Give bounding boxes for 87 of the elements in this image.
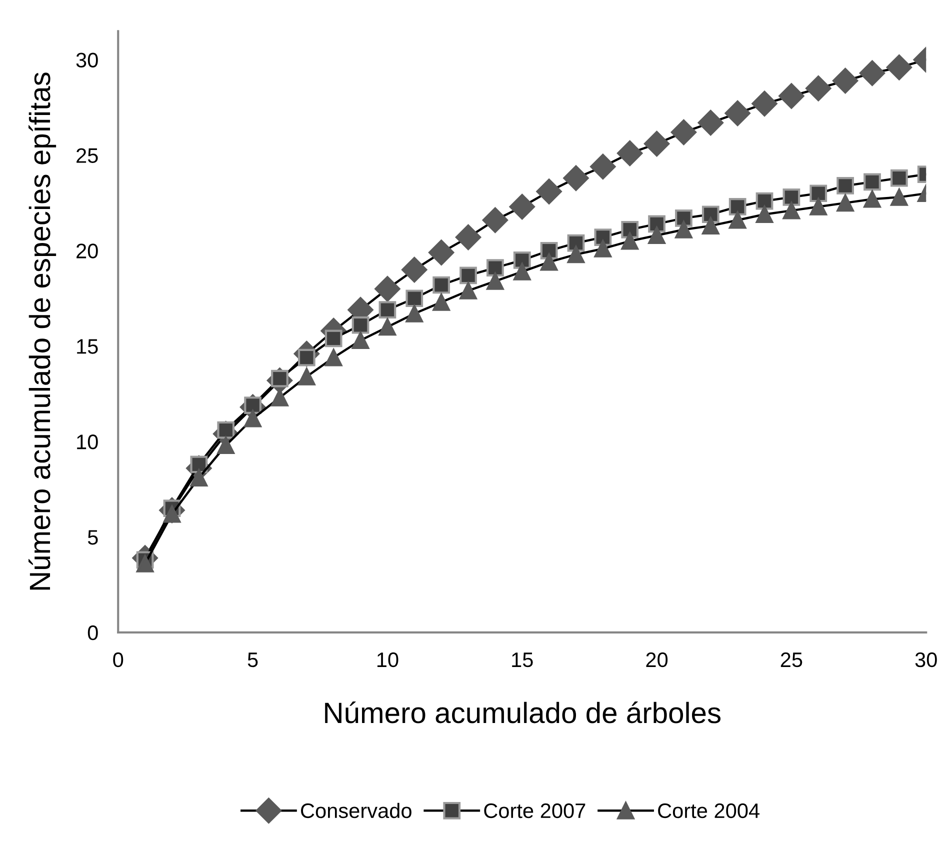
point [836,177,854,194]
point [298,368,316,386]
y-tick-label: 25 [76,148,98,163]
point [698,110,724,136]
y-axis-title: Número acumulado de especies epífitas [28,72,56,590]
point [890,188,908,206]
point [756,192,774,210]
y-tick-label: 20 [76,244,98,258]
point [432,276,450,294]
point [513,252,531,269]
y-tick-label: 0 [88,625,98,640]
point [724,100,750,126]
legend-label: Conservado [301,802,412,818]
x-tick-label: 20 [646,652,668,668]
x-axis-title: Número acumulado de árboles [325,702,720,724]
point [702,206,720,224]
point [806,76,832,102]
point [486,272,504,290]
point [644,130,670,157]
point [594,240,612,258]
point [217,436,235,454]
x-tick-label: 30 [915,652,937,668]
y-tick-label: 5 [88,530,98,545]
point [675,210,692,227]
point [324,330,342,348]
point [432,294,450,311]
point [509,194,535,220]
point [513,262,531,280]
x-tick-label: 15 [512,652,533,668]
point [482,207,508,233]
point [836,194,854,212]
legend-label: Corte 2007 [484,803,586,818]
point [374,276,400,302]
point [590,154,616,180]
point [648,215,666,233]
point [864,190,881,208]
y-tick-label: 15 [77,339,98,354]
legend-label: Corte 2004 [658,803,760,818]
point [244,410,262,428]
point [378,301,396,319]
point [617,140,643,166]
point [540,242,558,260]
point [428,240,454,266]
point [670,119,697,146]
point [460,282,477,300]
point [567,246,585,264]
point [563,165,589,191]
point [832,68,858,94]
point [406,304,424,322]
point [536,178,562,204]
point [756,206,774,224]
point [886,54,912,80]
point [864,173,881,191]
x-tick-label: 25 [780,652,802,668]
point [540,253,558,271]
point [621,232,639,250]
point [859,60,886,86]
point [352,332,370,350]
point [752,90,778,116]
point [190,469,208,486]
point [890,169,908,187]
point [810,198,828,216]
point [594,228,612,246]
point [778,83,804,109]
point [810,184,828,202]
point [402,256,428,283]
point [621,220,639,238]
point [728,198,746,216]
point [728,211,746,229]
x-tick-label: 0 [113,652,124,668]
point [675,220,692,238]
point [702,217,720,235]
point [406,290,424,308]
y-tick-label: 10 [77,434,98,450]
point [782,188,800,206]
point [324,348,342,366]
point [136,555,154,572]
point [378,318,396,336]
point [460,266,477,284]
point [486,259,504,277]
x-tick-label: 10 [377,652,398,668]
y-tick-label: 30 [76,52,98,68]
x-tick-label: 5 [248,652,258,668]
point [648,226,666,244]
point [455,224,482,250]
point [352,316,370,334]
point [782,202,800,220]
